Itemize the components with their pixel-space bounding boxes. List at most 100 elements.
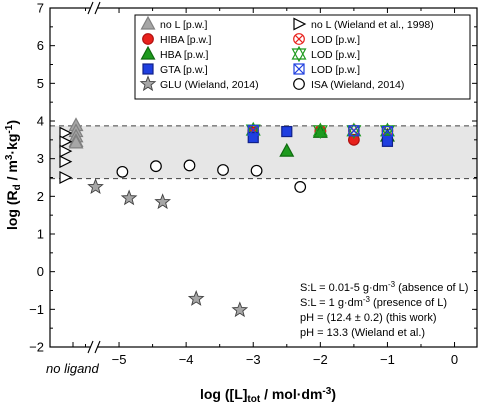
legend-label: HIBA [p.w.] xyxy=(160,34,211,46)
marker-shape xyxy=(139,75,157,92)
legend-marker xyxy=(293,78,305,90)
y-tick-label: 6 xyxy=(37,38,44,53)
data-point xyxy=(217,164,229,176)
marker-shape xyxy=(294,181,307,193)
axis-break-mark xyxy=(94,340,101,354)
data-point xyxy=(59,171,73,184)
annotation-ph-wieland: pH = 13.3 (Wieland et al.) xyxy=(300,327,425,339)
axis-break-mark xyxy=(94,1,101,15)
marker-shape xyxy=(247,124,259,137)
data-point xyxy=(247,124,259,137)
marker-shape xyxy=(312,125,328,140)
marker-shape xyxy=(379,125,395,140)
annotation-ph-this-work: pH = (12.4 ± 0.2) (this work) xyxy=(300,312,437,324)
marker-shape xyxy=(59,135,73,149)
marker-shape xyxy=(187,290,205,306)
legend-label: GTA [p.w.] xyxy=(160,64,208,76)
legend-label: GLU (Wieland, 2014) xyxy=(160,79,259,91)
marker-shape xyxy=(116,165,129,178)
legend-label: HBA [p.w.] xyxy=(160,49,209,61)
no-ligand-label: no ligand xyxy=(46,361,100,376)
y-tick-label: 3 xyxy=(37,151,44,166)
annotation-sl-presence: S:L = 1 g·dm-3 (presence of L) xyxy=(300,295,447,309)
data-point xyxy=(154,193,171,210)
y-tick-label: 1 xyxy=(37,227,44,242)
data-point xyxy=(59,135,73,149)
data-point xyxy=(281,125,293,138)
marker-shape xyxy=(59,126,73,140)
legend-label: LOD [p.w.] xyxy=(311,49,360,61)
legend-marker xyxy=(291,45,307,63)
data-point xyxy=(150,160,162,173)
marker-shape xyxy=(347,133,360,146)
legend-marker xyxy=(140,15,156,30)
marker-cross xyxy=(247,124,259,136)
legend-marker xyxy=(142,63,154,75)
data-point xyxy=(347,133,360,146)
data-point xyxy=(381,135,394,147)
legend-marker xyxy=(140,45,156,60)
marker-shape xyxy=(312,122,328,137)
marker-shape xyxy=(183,159,196,172)
y-tick-label: 0 xyxy=(37,264,44,279)
data-point xyxy=(231,301,249,318)
data-point xyxy=(247,131,259,144)
y-tick-label: 4 xyxy=(37,114,44,129)
data-point xyxy=(348,125,360,137)
marker-shape xyxy=(142,63,154,75)
marker-shape xyxy=(293,63,305,75)
legend-marker xyxy=(142,33,154,45)
y-tick-label: −1 xyxy=(29,302,44,317)
marker-shape xyxy=(150,160,162,173)
legend-marker xyxy=(293,33,305,45)
marker-shape xyxy=(293,17,307,31)
x-tick-label: −3 xyxy=(246,352,261,367)
data-point xyxy=(59,144,73,158)
y-tick-label: 5 xyxy=(37,76,44,91)
marker-shape xyxy=(59,144,73,158)
x-tick-label: −1 xyxy=(380,352,395,367)
conditions-annotation: S:L = 0.01-5 g·dm-3 (absence of L) S:L =… xyxy=(300,280,468,339)
data-points xyxy=(59,117,395,318)
axis-break-mask-top xyxy=(91,2,97,14)
legend-marker xyxy=(139,75,157,92)
data-point xyxy=(294,181,307,193)
x-tick-label: −4 xyxy=(179,352,194,367)
legend-marker xyxy=(293,63,305,75)
marker-shape xyxy=(68,134,84,149)
marker-shape xyxy=(120,189,138,206)
marker-shape xyxy=(140,15,156,30)
x-tick-label: 0 xyxy=(451,352,458,367)
marker-cross xyxy=(293,63,305,75)
x-tick-label: −2 xyxy=(313,352,328,367)
y-tick-label: −2 xyxy=(29,340,44,355)
legend-marker xyxy=(293,17,307,31)
axis-break-mark xyxy=(87,340,94,354)
legend-label: LOD [p.w.] xyxy=(311,64,360,76)
legend-label: ISA (Wieland, 2014) xyxy=(311,79,404,91)
marker-shape xyxy=(142,33,154,45)
marker-shape xyxy=(231,301,249,318)
marker-shape xyxy=(293,33,305,45)
marker-cross xyxy=(294,34,304,44)
data-point xyxy=(120,189,138,206)
marker-cross xyxy=(382,126,393,137)
data-point xyxy=(187,290,205,306)
legend-label: no L [p.w.] xyxy=(160,19,208,31)
axes: −2 −1 0 1 2 3 4 5 6 7 −5 −4 −3 −2 −1 0 xyxy=(29,1,478,367)
y-tick-label: 2 xyxy=(37,189,44,204)
axis-break-mark xyxy=(87,1,94,15)
data-point xyxy=(59,155,73,169)
legend-label: LOD [p.w.] xyxy=(311,34,360,46)
data-point xyxy=(183,159,196,172)
marker-shape xyxy=(87,178,104,194)
marker-shape xyxy=(293,78,305,90)
marker-shape xyxy=(140,45,156,60)
legend: no L [p.w.] no L (Wieland et al., 1998) HI… xyxy=(139,15,434,92)
marker-shape xyxy=(281,125,293,138)
marker-shape xyxy=(59,155,73,169)
y-axis-title: log (Rd / m3·kg-1) xyxy=(4,120,23,230)
data-point xyxy=(87,178,104,194)
marker-shape xyxy=(217,164,229,176)
marker-shape xyxy=(348,125,360,137)
